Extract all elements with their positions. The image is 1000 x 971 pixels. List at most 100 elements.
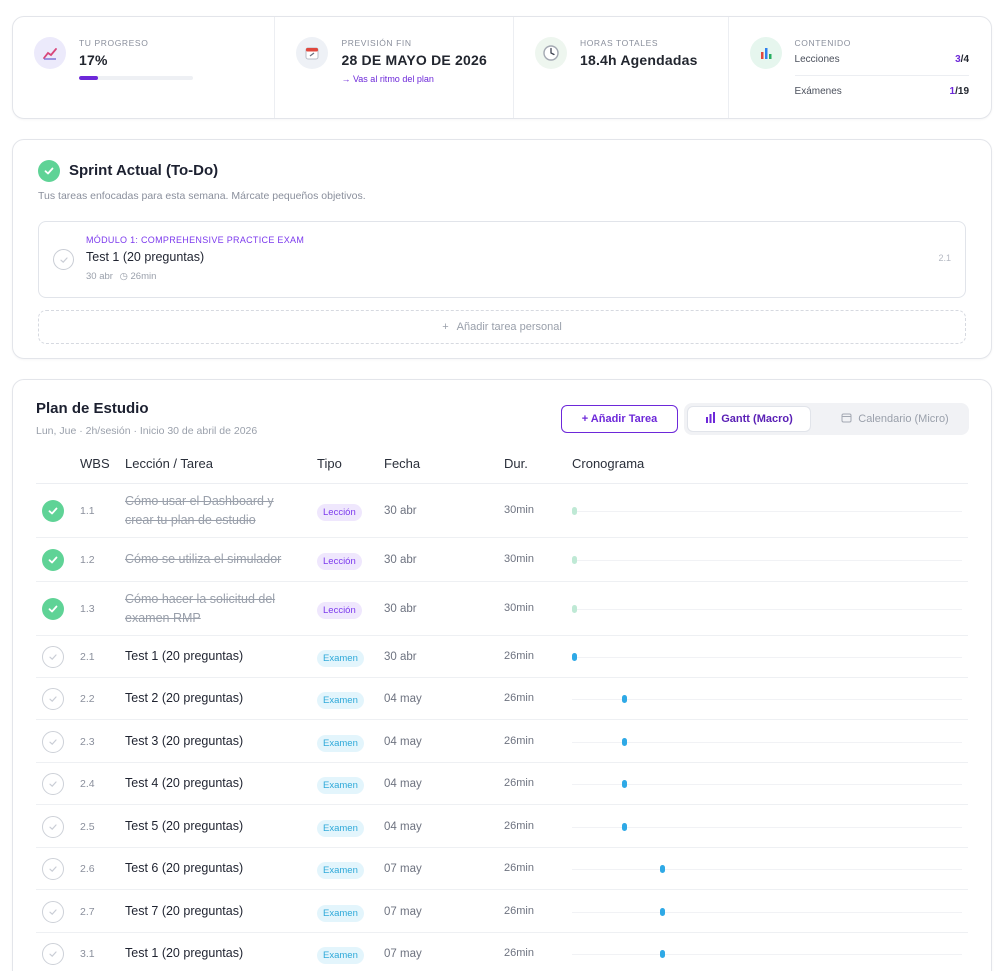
check-circle-icon[interactable] [42,500,64,522]
exams-label: Exámenes [794,86,842,97]
type-badge: Lección [317,602,362,619]
row-duration: 26min [504,777,534,789]
row-lesson: Cómo hacer la solicitud del examen RMP [125,592,276,625]
row-date: 07 may [384,948,422,960]
table-row[interactable]: 2.6 Test 6 (20 preguntas) Examen 07 may 26mi… [36,848,968,890]
calendar-icon [841,412,852,426]
timeline-track [572,657,962,658]
table-row[interactable]: 1.3 Cómo hacer la solicitud del examen RM… [36,582,968,636]
task-checkbox[interactable] [42,815,64,838]
gantt-bar[interactable] [622,737,627,746]
table-row[interactable]: 1.1 Cómo usar el Dashboard y crear tu pla… [36,484,968,538]
row-wbs: 3.1 [80,948,95,960]
check-circle-icon[interactable] [42,549,64,571]
timeline-track [572,699,962,700]
task-checkbox[interactable] [42,730,64,753]
gantt-bar[interactable] [572,507,577,515]
content-caption: CONTENIDO [794,38,851,48]
timeline-track [572,741,962,743]
type-badge: Examen [317,692,364,709]
row-date: 07 may [384,863,422,875]
row-date: 30 abr [384,505,417,517]
trend-chart-icon [34,37,66,69]
task-checkbox[interactable] [53,249,74,270]
type-badge: Examen [317,819,364,837]
clock-icon [534,37,567,69]
gantt-view-label: Gantt (Macro) [721,413,793,425]
sprint-task[interactable]: MÓDULO 1: COMPREHENSIVE PRACTICE EXAM Te… [38,221,966,298]
timeline-track [572,826,962,828]
row-date: 30 abr [384,651,417,663]
task-checkbox[interactable] [42,688,64,710]
column-lesson: Lección / Tarea [125,456,213,471]
row-date: 04 may [384,820,422,833]
exams-done: 1 [949,86,956,97]
task-checkbox[interactable] [42,900,64,923]
row-date: 04 may [384,693,422,705]
row-lesson: Test 1 (20 preguntas) [125,649,244,663]
progress-stat: TU PROGRESO 17% [13,17,276,118]
row-lesson: Test 4 (20 preguntas) [125,776,244,790]
gantt-bar[interactable] [622,695,627,703]
gantt-bar[interactable] [622,780,627,788]
add-task-button[interactable]: + Añadir Tarea [561,405,678,433]
table-header: WBS Lección / Tarea Tipo Fecha Dur. Cron… [36,448,968,484]
clock-icon: ◷ [119,271,128,282]
row-lesson: Test 5 (20 preguntas) [125,818,244,833]
plan-subtitle: Lun, Jue · 2h/sesión · Inicio 30 de abri… [36,425,258,437]
timeline-track [572,911,962,913]
check-circle-icon [38,160,60,182]
gantt-view-button[interactable]: Gantt (Macro) [687,406,811,432]
timeline-track [572,560,962,561]
row-wbs: 2.5 [80,820,95,833]
type-badge: Examen [317,734,364,752]
progress-value: 17% [79,52,108,68]
add-personal-task-button[interactable]: + Añadir tarea personal [38,310,966,344]
row-duration: 26min [504,904,534,917]
row-date: 07 may [384,905,422,918]
lessons-label: Lecciones [794,54,840,65]
table-row[interactable]: 2.7 Test 7 (20 preguntas) Examen 07 may 26mi… [36,890,968,933]
gantt-bar[interactable] [572,556,577,564]
row-date: 30 abr [384,603,417,615]
gantt-bar[interactable] [659,950,665,958]
lessons-count-row: Lecciones 3/4 [795,54,969,65]
table-row[interactable]: 1.2 Cómo se utiliza el simulador Lección 30… [36,538,968,582]
gantt-bar[interactable] [622,822,627,831]
task-checkbox[interactable] [42,773,64,795]
row-wbs: 2.7 [80,905,95,918]
lessons-done: 3 [955,54,961,65]
row-duration: 30min [504,553,534,565]
gantt-bar[interactable] [572,653,577,661]
task-duration: 26min [130,271,157,282]
progress-bar [79,76,193,80]
calendar-view-button[interactable]: Calendario (Micro) [824,406,966,432]
gantt-bar[interactable] [572,605,577,613]
table-row[interactable]: 2.5 Test 5 (20 preguntas) Examen 04 may 26mi… [36,805,968,848]
task-checkbox[interactable] [42,646,64,668]
view-switcher: Gantt (Macro) Calendario (Micro) [684,403,969,435]
table-row[interactable]: 3.1 Test 1 (20 preguntas) Examen 07 may 26mi… [36,933,968,971]
task-module: MÓDULO 1: COMPREHENSIVE PRACTICE EXAM [86,235,305,245]
timeline-track [572,869,962,870]
table-row[interactable]: 2.4 Test 4 (20 preguntas) Examen 04 may 26mi… [36,763,968,805]
hours-value: 18.4h Agendadas [579,52,698,68]
table-row[interactable]: 2.1 Test 1 (20 preguntas) Examen 30 abr 26mi… [36,636,968,678]
row-date: 04 may [384,735,422,748]
table-row[interactable]: 2.3 Test 3 (20 preguntas) Examen 04 may 26mi… [36,720,968,763]
forecast-stat: PREVISIÓN FIN 28 DE MAYO DE 2026 → Vas a… [275,17,514,118]
table-row[interactable]: 2.2 Test 2 (20 preguntas) Examen 04 may 26mi… [36,678,968,720]
gantt-bar[interactable] [659,865,665,873]
check-circle-icon[interactable] [42,598,64,620]
task-checkbox[interactable] [42,943,64,965]
hours-caption: HORAS TOTALES [579,38,659,48]
pace-link[interactable]: → Vas al ritmo del plan [341,74,434,84]
type-badge: Examen [317,904,364,922]
gantt-bar[interactable] [659,907,665,916]
row-lesson: Test 7 (20 preguntas) [125,903,244,918]
progress-bar-fill [79,76,99,80]
forecast-caption: PREVISIÓN FIN [341,38,412,48]
row-duration: 26min [504,947,534,959]
task-checkbox[interactable] [42,858,64,880]
task-name: Test 1 (20 preguntas) [86,250,205,264]
